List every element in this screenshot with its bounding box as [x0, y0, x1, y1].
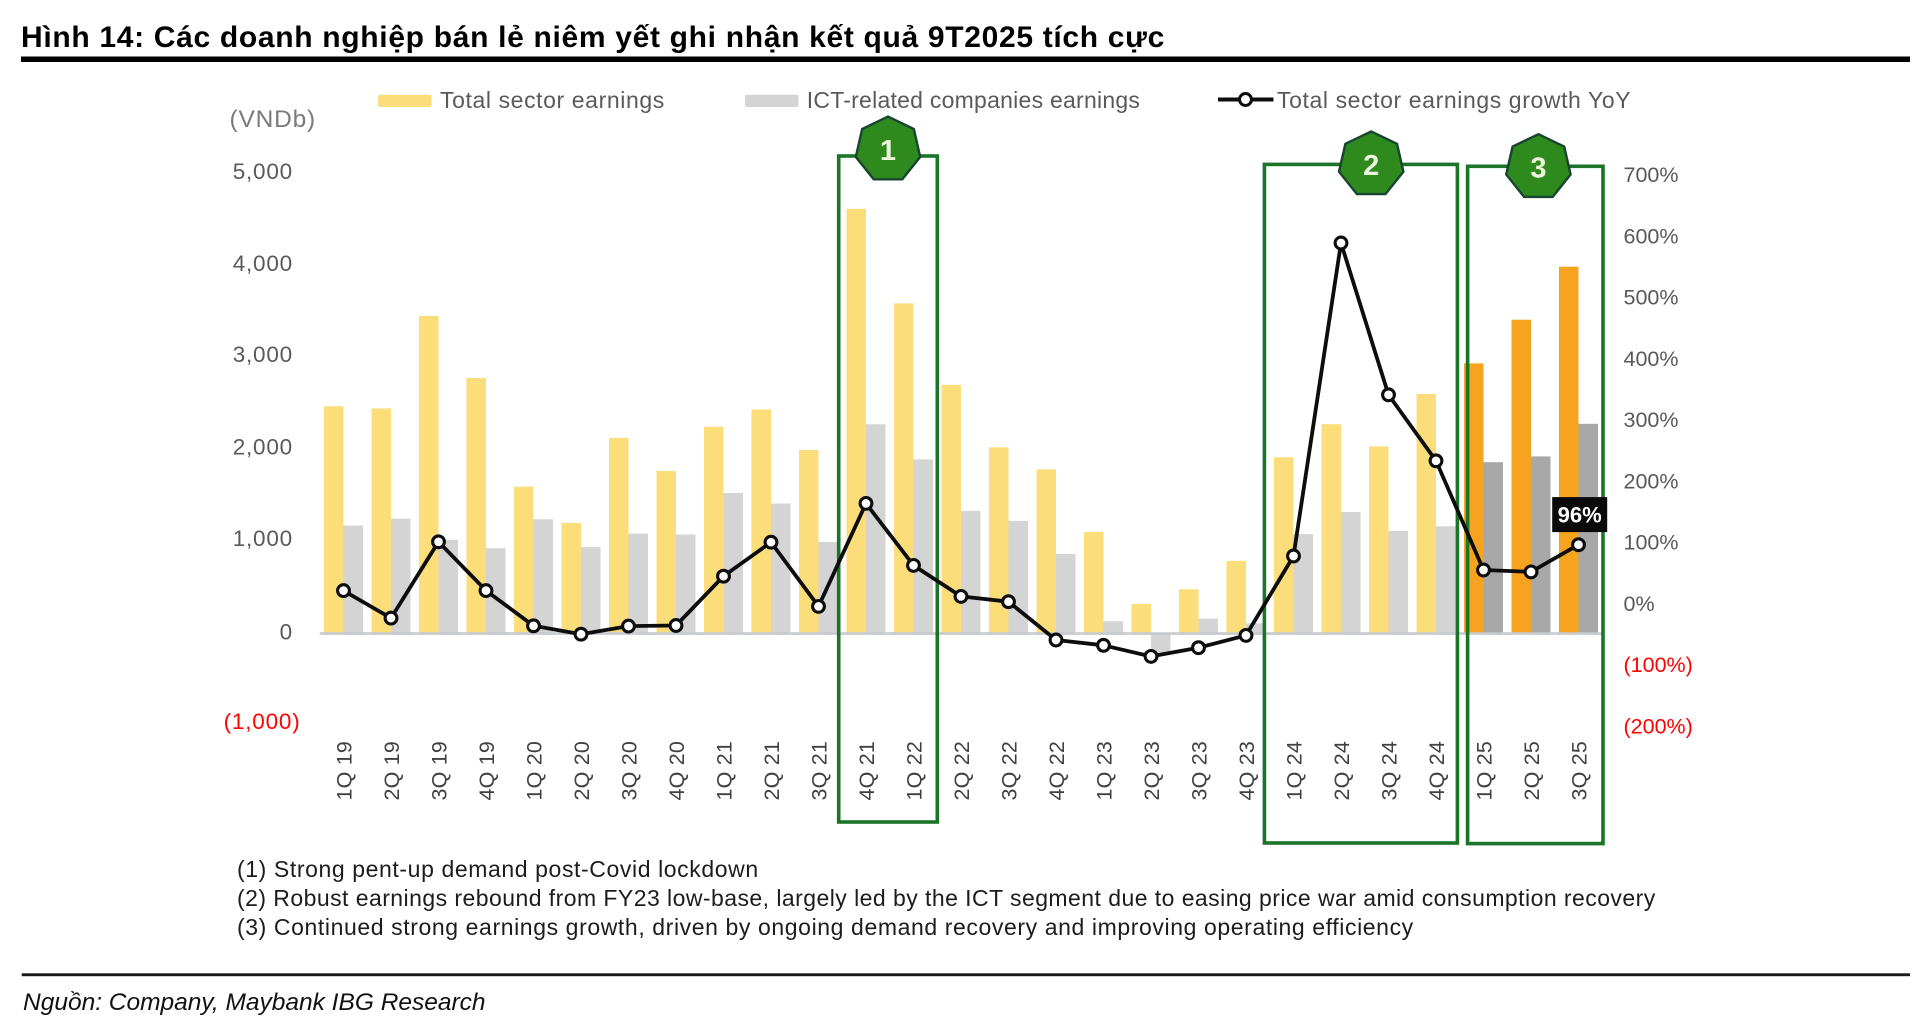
svg-text:400%: 400% — [1624, 347, 1679, 371]
svg-text:600%: 600% — [1624, 224, 1679, 248]
svg-text:4Q 24: 4Q 24 — [1425, 741, 1449, 801]
svg-text:0: 0 — [280, 620, 293, 645]
svg-text:Total sector earnings: Total sector earnings — [440, 87, 665, 113]
svg-text:500%: 500% — [1624, 286, 1679, 310]
svg-text:2,000: 2,000 — [233, 435, 293, 460]
svg-text:3Q 24: 3Q 24 — [1377, 741, 1401, 801]
svg-text:(2) Robust earnings rebound fr: (2) Robust earnings rebound from FY23 lo… — [237, 885, 1656, 911]
svg-text:Nguồn: Company, Maybank IBG Re: Nguồn: Company, Maybank IBG Research — [23, 989, 486, 1016]
svg-text:(1) Strong pent-up demand post: (1) Strong pent-up demand post-Covid loc… — [237, 856, 759, 882]
svg-text:3Q 19: 3Q 19 — [427, 741, 451, 801]
svg-text:2: 2 — [1363, 150, 1379, 182]
svg-text:1Q 23: 1Q 23 — [1092, 741, 1116, 801]
svg-text:4Q 19: 4Q 19 — [475, 741, 499, 801]
svg-text:(100%): (100%) — [1624, 653, 1693, 677]
svg-text:4,000: 4,000 — [233, 251, 293, 276]
svg-text:1Q 19: 1Q 19 — [332, 741, 356, 801]
svg-text:100%: 100% — [1624, 531, 1679, 555]
svg-text:1Q 22: 1Q 22 — [902, 741, 926, 801]
svg-text:1Q 21: 1Q 21 — [712, 741, 736, 801]
svg-text:2Q 25: 2Q 25 — [1520, 741, 1544, 801]
svg-text:3Q 20: 3Q 20 — [617, 741, 641, 801]
svg-text:Total sector earnings growth Y: Total sector earnings growth YoY — [1277, 87, 1631, 113]
svg-text:ICT-related companies earnings: ICT-related companies earnings — [807, 87, 1140, 113]
svg-text:3Q 23: 3Q 23 — [1187, 741, 1211, 801]
svg-text:2Q 20: 2Q 20 — [570, 741, 594, 801]
svg-text:300%: 300% — [1624, 408, 1679, 432]
svg-text:3Q 25: 3Q 25 — [1567, 741, 1591, 801]
svg-text:2Q 22: 2Q 22 — [950, 741, 974, 801]
svg-text:1Q 25: 1Q 25 — [1472, 741, 1496, 801]
svg-text:(1,000): (1,000) — [224, 709, 301, 734]
svg-text:5,000: 5,000 — [233, 159, 293, 184]
svg-text:3Q 21: 3Q 21 — [807, 741, 831, 801]
svg-text:Hình 14: Các doanh nghiệp bán: Hình 14: Các doanh nghiệp bán lẻ niêm yế… — [21, 21, 1165, 54]
svg-text:1Q 24: 1Q 24 — [1282, 741, 1306, 801]
svg-text:200%: 200% — [1624, 469, 1679, 493]
svg-text:4Q 20: 4Q 20 — [665, 741, 689, 801]
svg-text:4Q 23: 4Q 23 — [1235, 741, 1259, 801]
svg-text:4Q 22: 4Q 22 — [1045, 741, 1069, 801]
svg-text:3: 3 — [1530, 153, 1546, 185]
svg-text:(VNDb): (VNDb) — [230, 106, 316, 133]
svg-text:2Q 23: 2Q 23 — [1140, 741, 1164, 801]
svg-text:3,000: 3,000 — [233, 342, 293, 367]
svg-text:96%: 96% — [1558, 503, 1602, 528]
svg-text:(3) Continued strong earnings: (3) Continued strong earnings growth, dr… — [237, 914, 1414, 940]
svg-text:700%: 700% — [1624, 163, 1679, 187]
svg-text:3Q 22: 3Q 22 — [997, 741, 1021, 801]
svg-text:0%: 0% — [1624, 592, 1655, 616]
svg-text:2Q 24: 2Q 24 — [1330, 741, 1354, 801]
svg-text:1,000: 1,000 — [233, 526, 293, 551]
svg-text:1Q 20: 1Q 20 — [522, 741, 546, 801]
svg-text:2Q 21: 2Q 21 — [760, 741, 784, 801]
svg-text:1: 1 — [880, 135, 896, 167]
svg-text:2Q 19: 2Q 19 — [380, 741, 404, 801]
svg-text:4Q 21: 4Q 21 — [855, 741, 879, 801]
svg-text:(200%): (200%) — [1624, 715, 1693, 739]
